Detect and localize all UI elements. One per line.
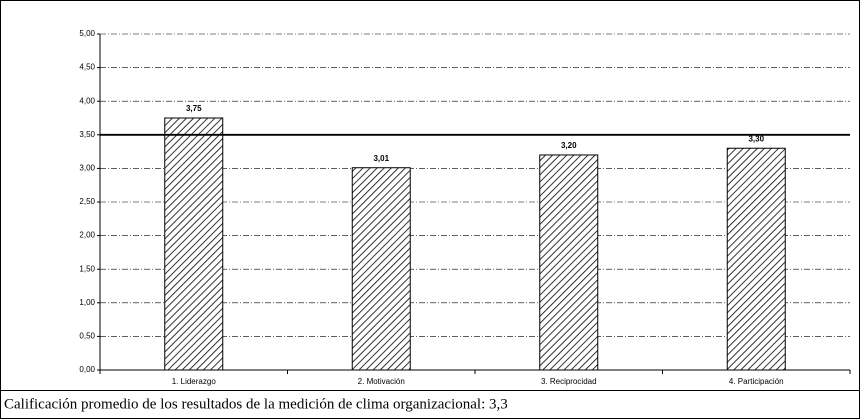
y-tick-label: 3,50 — [79, 130, 95, 139]
bar — [164, 117, 224, 371]
bar — [726, 147, 786, 371]
y-tick-label: 0,00 — [79, 365, 95, 374]
y-tick-label: 0,50 — [79, 332, 95, 341]
y-tick-label: 4,50 — [79, 63, 95, 72]
data-label: 3,01 — [373, 154, 389, 163]
y-tick-label: 2,50 — [79, 197, 95, 206]
x-tick-label: 3. Reciprocidad — [541, 377, 597, 386]
y-tick-label: 1,50 — [79, 264, 95, 273]
y-tick-label: 5,00 — [79, 29, 95, 38]
data-label: 3,20 — [561, 141, 577, 150]
y-tick-label: 4,00 — [79, 96, 95, 105]
x-tick-label: 2. Motivación — [358, 377, 405, 386]
y-tick-label: 1,00 — [79, 298, 95, 307]
y-tick-label: 2,00 — [79, 231, 95, 240]
x-tick-label: 1. Liderazgo — [172, 377, 217, 386]
bar — [351, 167, 411, 371]
data-label: 3,30 — [748, 134, 764, 143]
caption: Calificación promedio de los resultados … — [4, 396, 508, 412]
data-label: 3,75 — [186, 104, 202, 113]
y-tick-label: 3,00 — [79, 164, 95, 173]
x-tick-label: 4. Participación — [729, 377, 784, 386]
bar — [539, 154, 599, 371]
